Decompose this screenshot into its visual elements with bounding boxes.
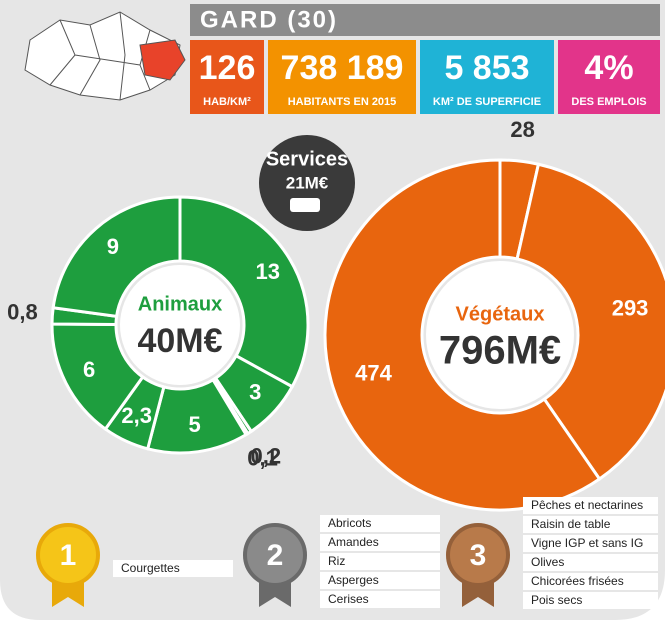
- medal-rank: 2: [267, 539, 284, 572]
- list-row: [320, 515, 440, 532]
- stat-label: HAB/KM²: [203, 96, 251, 108]
- stat-value: 126: [199, 49, 256, 87]
- segment-label: 28: [510, 117, 534, 142]
- stats: 126 HAB/KM² 738 189 HABITANTS EN 2015 5 853 K…: [190, 40, 660, 114]
- segment-label: 0,1: [247, 445, 278, 470]
- segment-label: 6: [83, 357, 95, 382]
- list-row: [320, 591, 440, 608]
- list-row: [523, 592, 658, 609]
- donut-segment: [178, 195, 310, 389]
- list-item: Chicorées frisées: [531, 574, 624, 588]
- segment-label: 293: [612, 296, 649, 321]
- list-row: [523, 535, 658, 552]
- stat-box: [268, 40, 416, 114]
- list-item: Olives: [531, 555, 564, 569]
- list-row: [320, 572, 440, 589]
- list-row: [523, 516, 658, 533]
- stat-value: 5 853: [444, 49, 529, 87]
- segment-label: 2,3: [121, 403, 152, 428]
- title-bar: [190, 4, 660, 36]
- list-row: [113, 560, 233, 577]
- donuts: 13 3 0,20,1 5 2,3 6 0,8 9 Animaux 40M€ 28 293 474 Vég…: [7, 117, 665, 512]
- list-row: [523, 554, 658, 571]
- segment-label: 3: [249, 380, 261, 405]
- list-item: Raisin de table: [531, 517, 611, 531]
- donut-segment: [515, 162, 665, 482]
- services-badge: [259, 135, 355, 231]
- list-item: Courgettes: [121, 561, 180, 575]
- list-row: [320, 553, 440, 570]
- list-item: Riz: [328, 554, 345, 568]
- list-row: [320, 534, 440, 551]
- segment-label: 0,8: [7, 299, 38, 324]
- stat-box: [420, 40, 554, 114]
- stat-box: [190, 40, 264, 114]
- services-label: Services: [266, 148, 348, 170]
- stat-value: 4%: [584, 49, 633, 87]
- list-item: Pois secs: [531, 593, 582, 607]
- segment-label: 13: [256, 259, 280, 284]
- stat-label: KM² DE SUPERFICIE: [433, 96, 541, 108]
- list-item: Vigne IGP et sans IG: [531, 536, 643, 550]
- medal: [446, 523, 510, 587]
- list-item: Pêches et nectarines: [531, 498, 643, 512]
- donut-center: [426, 261, 574, 409]
- tractor-icon: [290, 198, 320, 212]
- donut-segment: [323, 158, 602, 512]
- medal-rank: 3: [470, 539, 487, 572]
- list-item: Asperges: [328, 573, 379, 587]
- medal: [36, 523, 100, 587]
- services-value: 21M€: [286, 173, 329, 192]
- medals: 1 Courgettes 2 Abricots Amandes Riz Asperges Ce…: [36, 497, 658, 609]
- donut-total: 40M€: [137, 322, 222, 360]
- segment-label: 9: [107, 234, 119, 259]
- stat-box: [558, 40, 660, 114]
- list-item: Cerises: [328, 592, 369, 606]
- list-row: [523, 497, 658, 514]
- donut-title: Végétaux: [456, 303, 545, 325]
- list-item: Amandes: [328, 535, 379, 549]
- stat-label: HABITANTS EN 2015: [288, 96, 397, 108]
- donut-segment: [51, 195, 182, 319]
- segment-label: 0,2: [251, 443, 282, 468]
- segment-label: 474: [355, 360, 392, 385]
- list-item: Abricots: [328, 516, 371, 530]
- title: GARD (30): [200, 6, 338, 33]
- donut-center: [120, 265, 240, 385]
- donut-title: Animaux: [138, 293, 222, 315]
- stat-label: DES EMPLOIS: [571, 96, 646, 108]
- medal-rank: 1: [60, 539, 77, 572]
- region-map: [24, 11, 186, 101]
- stat-value: 738 189: [281, 49, 404, 87]
- segment-label: 5: [188, 412, 200, 437]
- list-row: [523, 573, 658, 590]
- donut-total: 796M€: [439, 329, 561, 373]
- medal: [243, 523, 307, 587]
